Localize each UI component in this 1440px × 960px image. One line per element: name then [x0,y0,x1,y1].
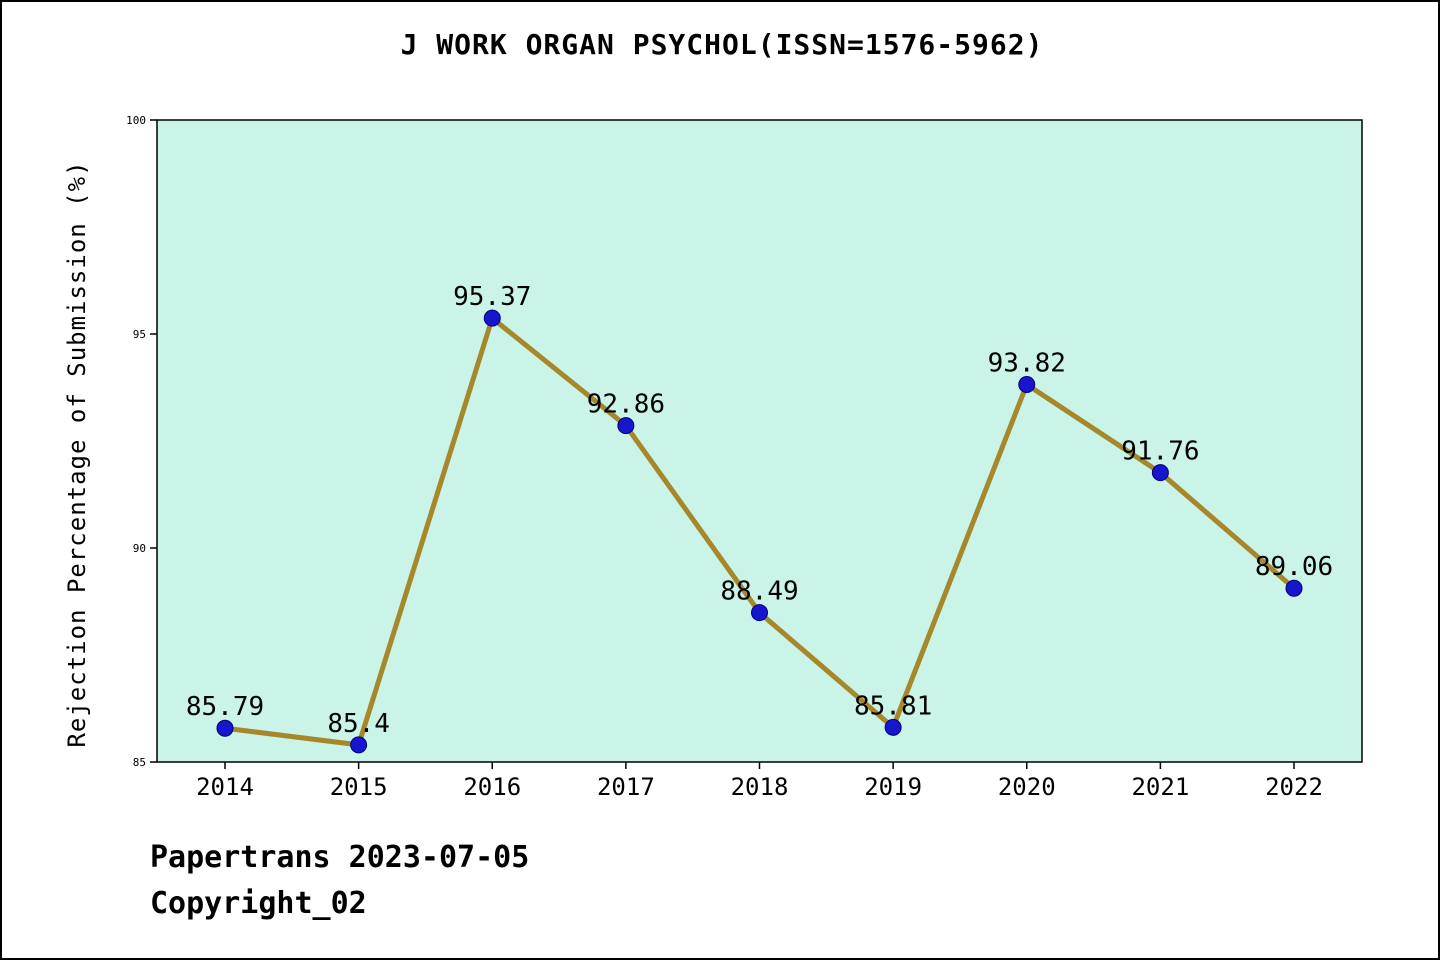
data-point-label: 95.37 [453,282,531,312]
y-tick-label: 85 [133,756,146,769]
data-point-label: 89.06 [1255,552,1333,582]
x-tick-label: 2017 [597,773,655,801]
footer-papertrans: Papertrans 2023-07-05 [150,840,530,875]
plot-area [156,119,1363,763]
x-tick-label: 2016 [463,773,521,801]
data-point-label: 88.49 [720,577,798,607]
data-point [350,736,368,754]
data-point [1285,579,1303,597]
x-tick-label: 2019 [864,773,922,801]
data-point-label: 91.76 [1121,437,1199,467]
y-tick-label: 100 [126,114,146,127]
data-point [884,718,902,736]
data-point-label: 92.86 [587,390,665,420]
x-tick-label: 2015 [330,773,388,801]
data-point [1018,376,1036,394]
data-point [1151,464,1169,482]
y-tick-label: 95 [133,328,146,341]
data-point-label: 93.82 [988,349,1066,379]
data-point [751,604,768,622]
x-tick-label: 2020 [998,773,1056,801]
footer-copyright: Copyright_02 [150,886,367,921]
x-tick-label: 2022 [1265,773,1323,801]
data-point-label: 85.79 [186,692,264,722]
data-point [617,417,635,435]
x-tick-label: 2021 [1131,773,1189,801]
x-tick-label: 2018 [731,773,789,801]
data-point [483,309,501,327]
data-point-label: 85.4 [327,709,390,739]
data-point-label: 85.81 [854,691,932,721]
data-point [216,719,234,737]
x-tick-label: 2014 [196,773,254,801]
y-tick-label: 90 [133,542,146,555]
chart-title: J WORK ORGAN PSYCHOL(ISSN=1576-5962) [400,28,1044,61]
